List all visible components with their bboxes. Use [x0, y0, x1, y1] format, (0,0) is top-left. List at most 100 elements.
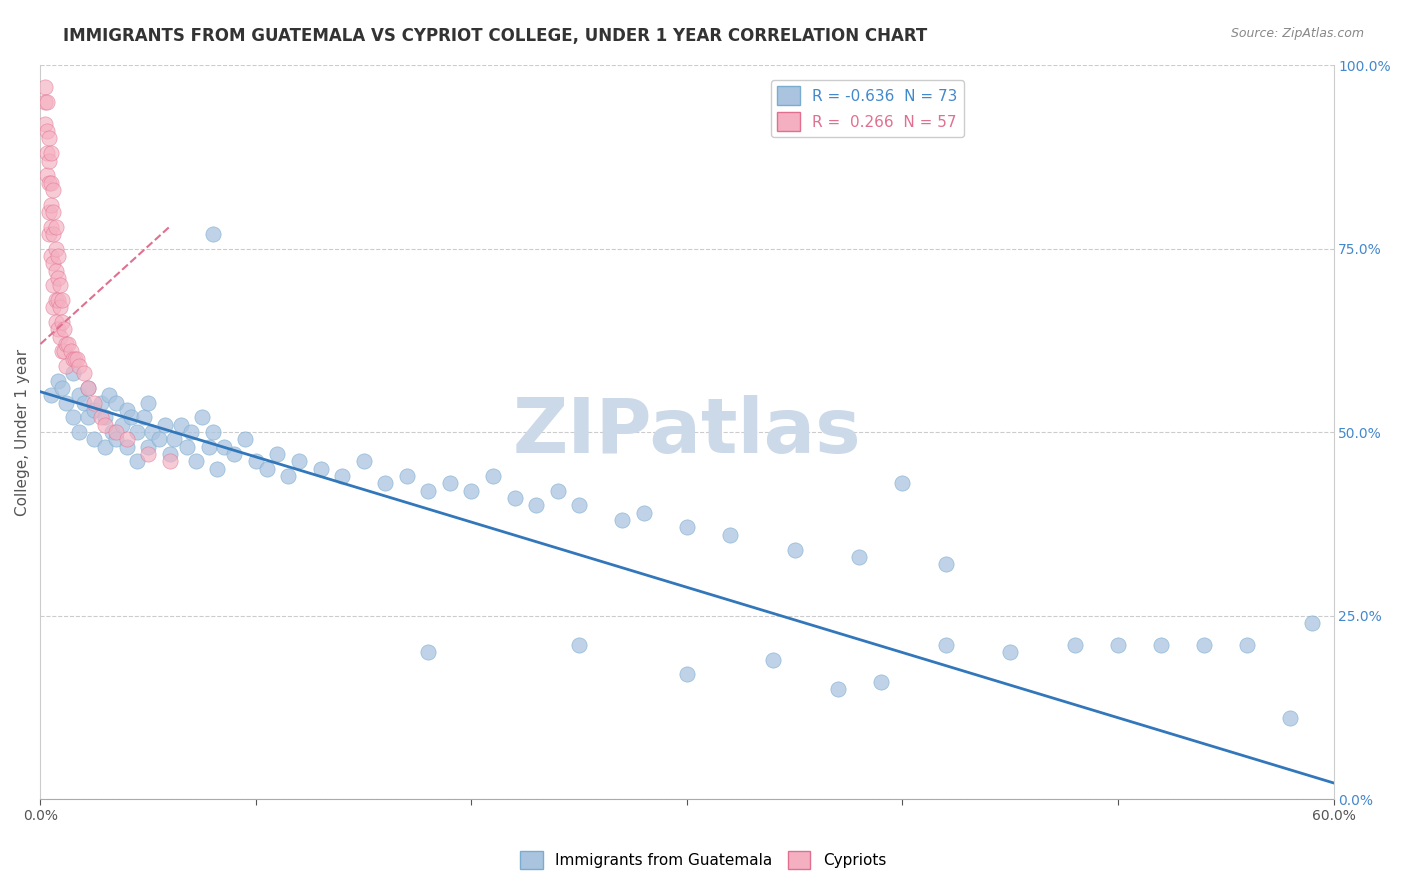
Point [159, 447, 181, 461]
Point [35, 168, 58, 182]
Point [83, 433, 105, 447]
Point [418, 645, 440, 659]
Point [104, 433, 127, 447]
Point [53, 322, 76, 336]
Point [212, 440, 235, 454]
Point [1236, 638, 1258, 652]
Point [547, 483, 569, 498]
Point [66, 351, 89, 366]
Point [51, 315, 73, 329]
Point [935, 558, 957, 572]
Point [127, 425, 149, 439]
Point [51, 344, 73, 359]
Point [136, 447, 159, 461]
Point [63, 351, 86, 366]
Point [633, 506, 655, 520]
Point [46, 293, 69, 307]
Point [1064, 638, 1087, 652]
Point [67, 388, 90, 402]
Point [34, 117, 56, 131]
Point [115, 403, 138, 417]
Point [184, 454, 207, 468]
Point [38, 131, 60, 145]
Point [205, 462, 228, 476]
Point [676, 520, 699, 534]
Point [120, 410, 142, 425]
Point [42, 278, 65, 293]
Point [76, 381, 98, 395]
Point [180, 425, 202, 439]
Point [35, 124, 58, 138]
Point [49, 278, 72, 293]
Point [460, 483, 482, 498]
Point [1279, 711, 1302, 725]
Point [42, 301, 65, 315]
Point [44, 219, 66, 234]
Point [163, 433, 186, 447]
Point [136, 395, 159, 409]
Point [39, 197, 62, 211]
Point [104, 395, 127, 409]
Point [39, 388, 62, 402]
Point [53, 344, 76, 359]
Point [38, 205, 60, 219]
Point [288, 454, 311, 468]
Point [148, 433, 170, 447]
Point [201, 227, 224, 241]
Point [34, 80, 56, 95]
Point [1150, 638, 1173, 652]
Point [72, 395, 94, 409]
Point [46, 374, 69, 388]
Point [935, 638, 957, 652]
Point [67, 425, 90, 439]
Point [44, 242, 66, 256]
Point [309, 462, 332, 476]
Point [201, 425, 224, 439]
Point [111, 417, 134, 432]
Y-axis label: College, Under 1 year: College, Under 1 year [15, 349, 30, 516]
Point [76, 410, 98, 425]
Point [38, 153, 60, 168]
Point [1192, 638, 1215, 652]
Point [233, 433, 256, 447]
Point [42, 205, 65, 219]
Point [169, 417, 191, 432]
Text: IMMIGRANTS FROM GUATEMALA VS CYPRIOT COLLEGE, UNDER 1 YEAR CORRELATION CHART: IMMIGRANTS FROM GUATEMALA VS CYPRIOT COL… [63, 27, 928, 45]
Point [718, 528, 741, 542]
Point [62, 367, 84, 381]
Point [141, 425, 163, 439]
Point [1107, 638, 1129, 652]
Point [256, 462, 278, 476]
Point [94, 417, 117, 432]
Point [94, 440, 117, 454]
Point [568, 499, 591, 513]
Point [55, 395, 77, 409]
Point [870, 674, 893, 689]
Point [1000, 645, 1022, 659]
Point [55, 359, 77, 373]
Point [115, 440, 138, 454]
Legend: R = -0.636  N = 73, R =  0.266  N = 57: R = -0.636 N = 73, R = 0.266 N = 57 [770, 80, 963, 137]
Point [245, 454, 267, 468]
Point [94, 410, 117, 425]
Point [439, 476, 461, 491]
Point [42, 183, 65, 197]
Point [374, 476, 396, 491]
Point [176, 440, 198, 454]
Point [891, 476, 914, 491]
Point [62, 351, 84, 366]
Point [62, 410, 84, 425]
Point [83, 403, 105, 417]
Point [55, 337, 77, 351]
Point [503, 491, 526, 505]
Point [39, 176, 62, 190]
Point [524, 499, 547, 513]
Point [197, 440, 219, 454]
Point [39, 146, 62, 161]
Point [568, 638, 591, 652]
Point [44, 263, 66, 277]
Point [783, 542, 806, 557]
Point [827, 681, 849, 696]
Point [191, 410, 214, 425]
Point [418, 483, 440, 498]
